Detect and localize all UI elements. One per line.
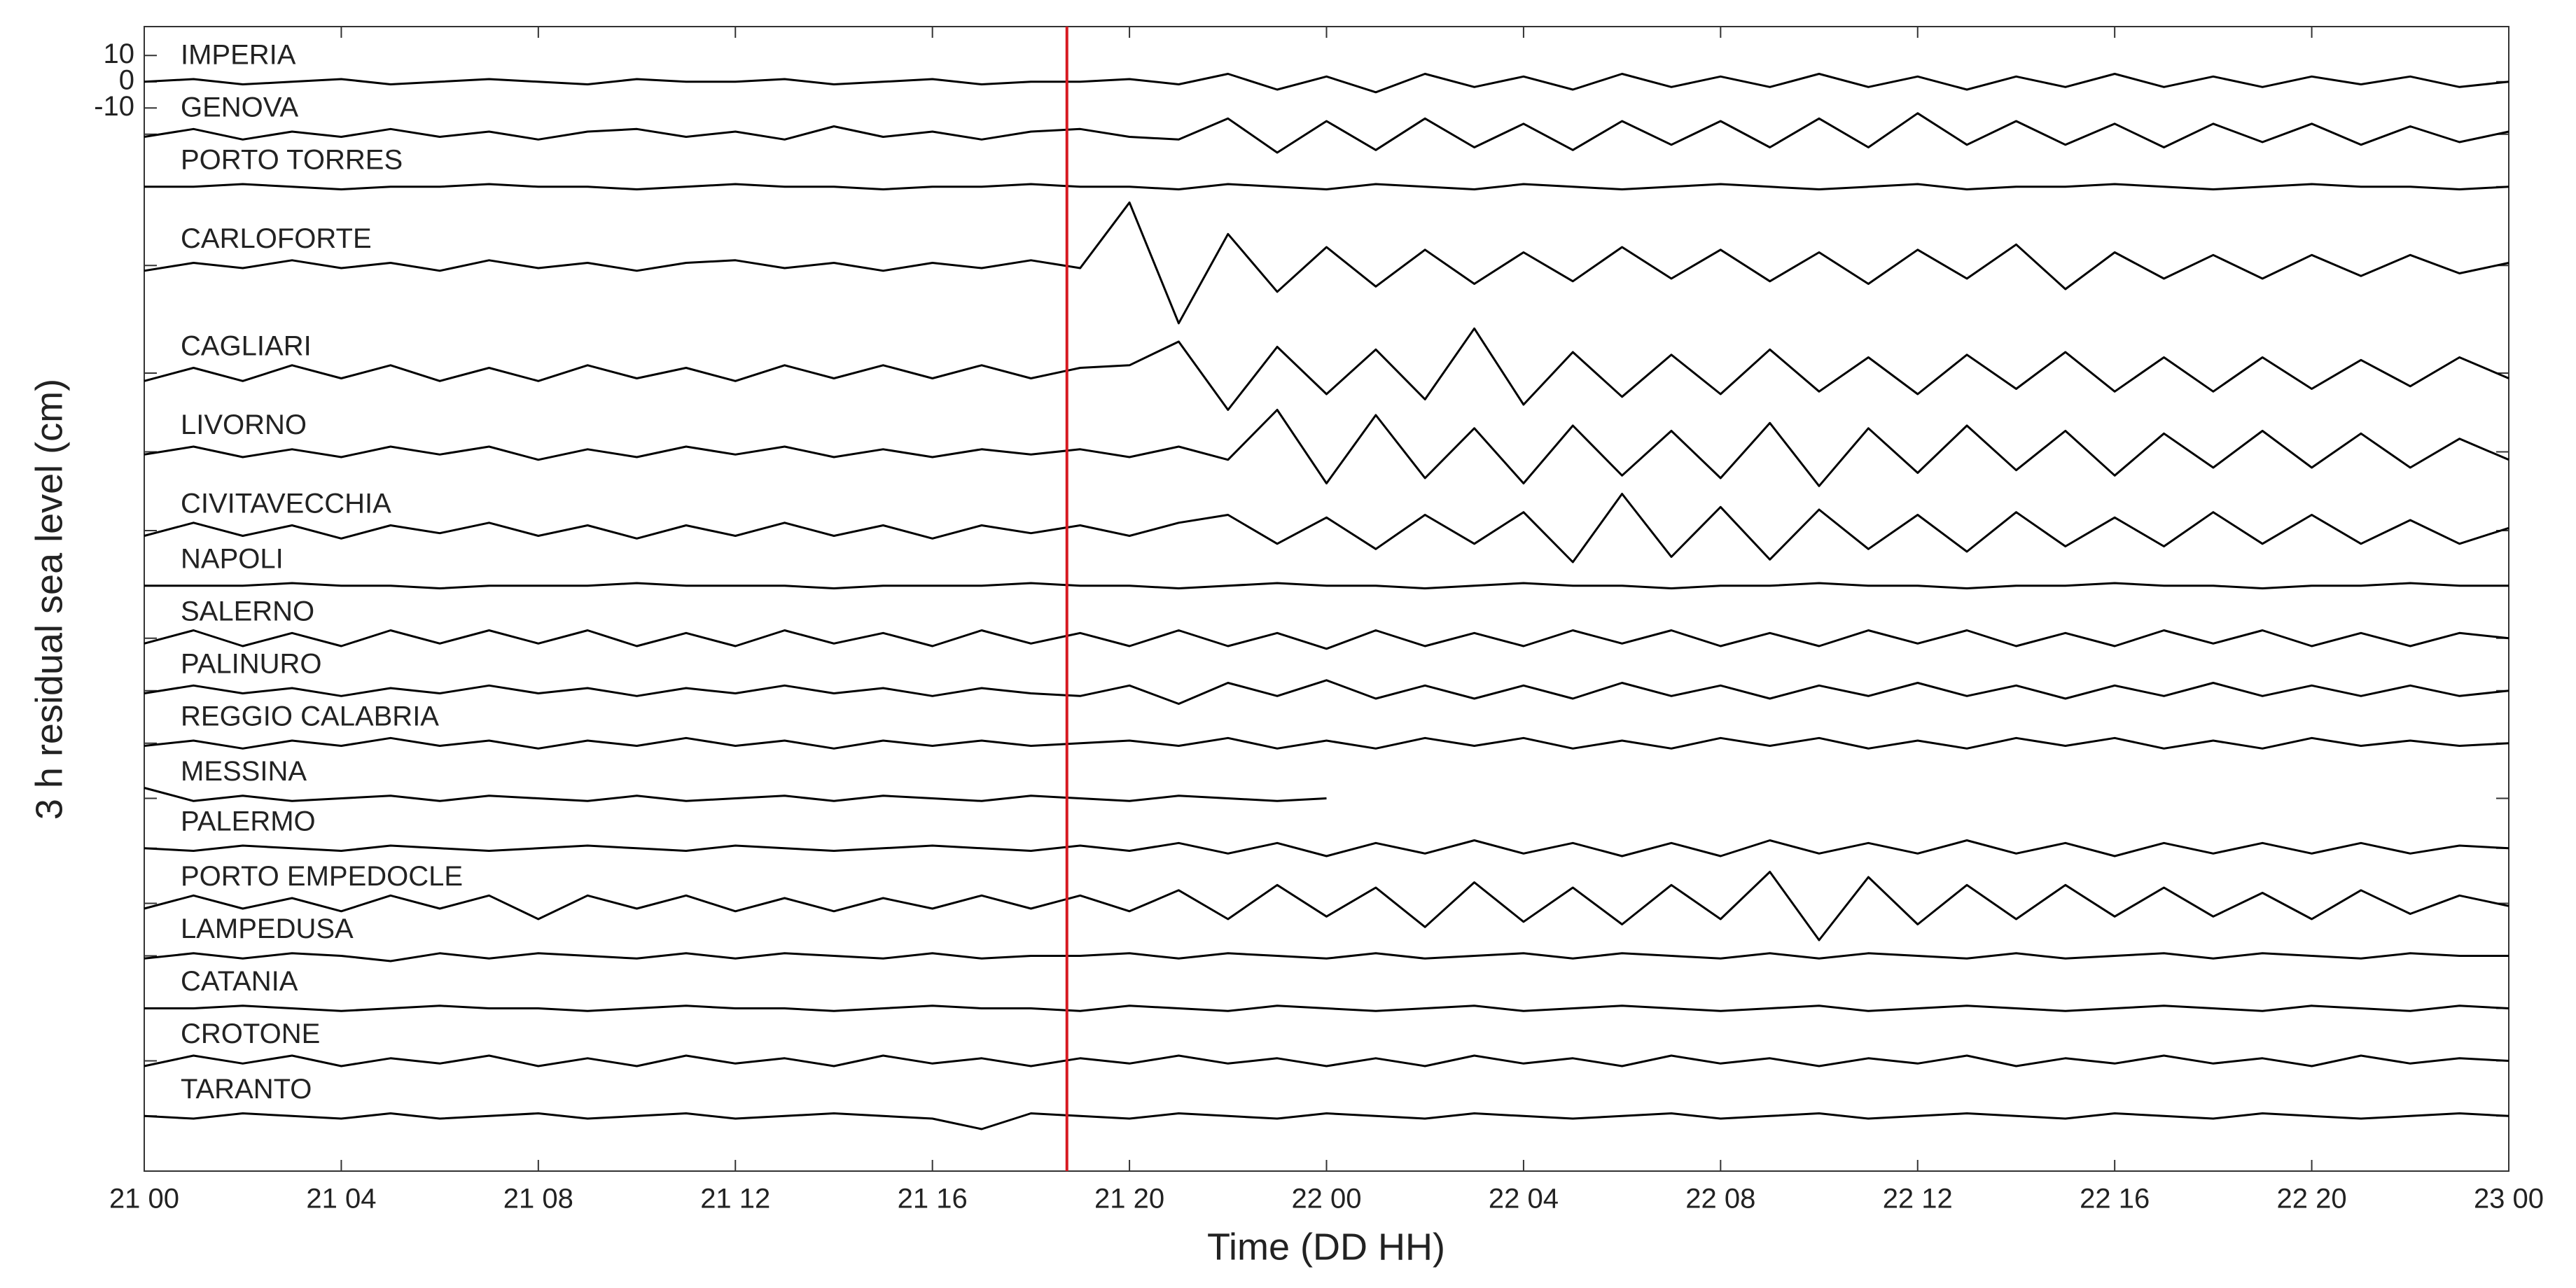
series-line xyxy=(144,736,2509,750)
x-tick-label: 23 00 xyxy=(2474,1184,2544,1214)
series-line xyxy=(144,201,2509,325)
x-tick-label: 21 20 xyxy=(1094,1184,1164,1214)
series-line xyxy=(144,112,2509,154)
x-tick-label: 21 00 xyxy=(109,1184,179,1214)
x-tick-label: 21 16 xyxy=(898,1184,968,1214)
series-line xyxy=(144,1054,2509,1068)
station-label: CATANIA xyxy=(181,966,298,997)
station-label: PALINURO xyxy=(181,648,322,679)
series-line xyxy=(144,1112,2509,1130)
x-tick-label: 21 12 xyxy=(700,1184,770,1214)
y-axis-title: 3 h residual sea level (cm) xyxy=(28,379,70,820)
series-line xyxy=(144,839,2509,858)
station-label: CIVITAVECCHIA xyxy=(181,489,391,519)
series-line xyxy=(144,871,2509,941)
station-label: PORTO EMPEDOCLE xyxy=(181,861,463,892)
x-tick-label: 22 12 xyxy=(1883,1184,1953,1214)
station-label: CROTONE xyxy=(181,1018,320,1049)
station-label: IMPERIA xyxy=(181,39,296,70)
series-line xyxy=(144,582,2509,589)
x-tick-label: 22 08 xyxy=(1685,1184,1755,1214)
x-tick-label: 22 20 xyxy=(2277,1184,2347,1214)
series-line xyxy=(144,73,2509,94)
station-label: LIVORNO xyxy=(181,410,307,440)
station-label: LAMPEDUSA xyxy=(181,913,354,944)
station-label: CARLOFORTE xyxy=(181,223,372,254)
x-tick-label: 22 04 xyxy=(1489,1184,1559,1214)
series-line xyxy=(144,679,2509,705)
station-label: GENOVA xyxy=(181,92,299,122)
series-line xyxy=(144,1004,2509,1012)
station-label: PORTO TORRES xyxy=(181,144,403,175)
station-label: CAGLIARI xyxy=(181,331,312,362)
series-line xyxy=(144,493,2509,564)
x-axis-title: Time (DD HH) xyxy=(1207,1226,1445,1268)
series-line xyxy=(144,409,2509,487)
y-tick-label: 10 xyxy=(104,38,135,69)
series-line xyxy=(144,787,1327,802)
y-tick-label: 0 xyxy=(119,64,134,95)
plot-frame xyxy=(144,26,2509,1172)
station-label: REGGIO CALABRIA xyxy=(181,701,439,732)
x-tick-label: 22 00 xyxy=(1291,1184,1361,1214)
y-tick-label: -10 xyxy=(94,91,134,122)
x-tick-label: 22 16 xyxy=(2080,1184,2150,1214)
series-line xyxy=(144,629,2509,650)
x-tick-label: 21 04 xyxy=(306,1184,376,1214)
series-line xyxy=(144,327,2509,411)
station-label: SALERNO xyxy=(181,596,314,626)
station-label: NAPOLI xyxy=(181,543,284,574)
station-label: MESSINA xyxy=(181,756,307,787)
station-label: TARANTO xyxy=(181,1074,312,1105)
series-line xyxy=(144,952,2509,962)
x-tick-label: 21 08 xyxy=(503,1184,573,1214)
series-line xyxy=(144,183,2509,190)
station-label: PALERMO xyxy=(181,806,316,836)
